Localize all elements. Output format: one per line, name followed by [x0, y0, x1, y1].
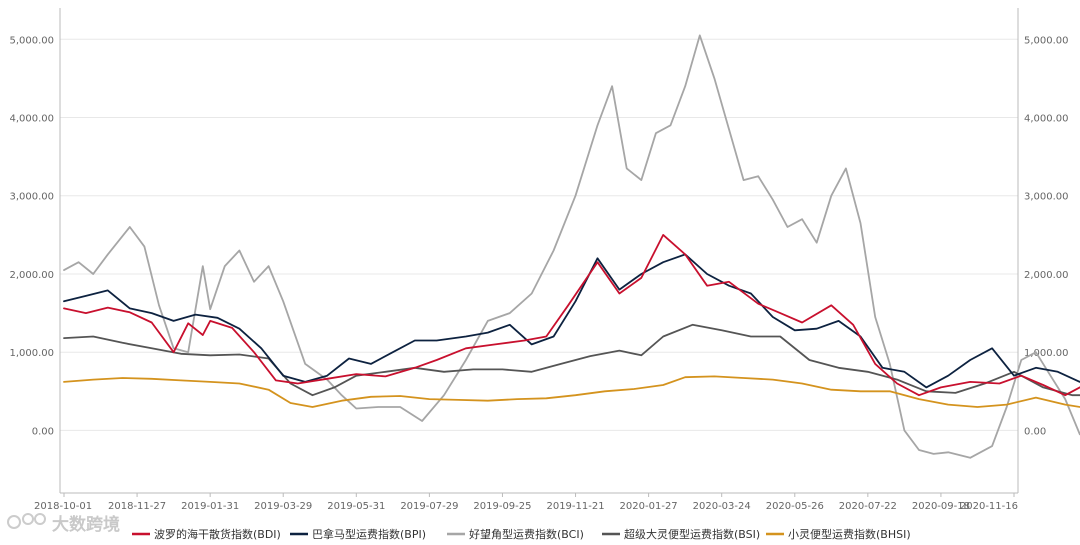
legend-label: 好望角型运费指数(BCI) — [469, 527, 584, 541]
y-tick-label-right: 5,000.00 — [1024, 35, 1069, 46]
legend-label: 波罗的海干散货指数(BDI) — [154, 527, 281, 541]
y-tick-label-right: 4,000.00 — [1024, 114, 1069, 125]
x-tick-label: 2019-01-31 — [181, 501, 239, 512]
x-tick-label: 2020-09-18 — [912, 501, 970, 512]
y-tick-label: 3,000.00 — [9, 192, 54, 203]
series-line-0 — [63, 233, 1080, 397]
y-tick-label-right: 3,000.00 — [1024, 192, 1069, 203]
x-tick-label: 2019-11-21 — [546, 501, 604, 512]
x-tick-label: 2018-10-01 — [34, 501, 92, 512]
x-tick-label: 2020-11-16 — [960, 501, 1018, 512]
watermark-text: 大数跨境 — [52, 514, 120, 535]
watermark: 大数跨境 — [7, 513, 120, 535]
y-tick-label-right: 2,000.00 — [1024, 270, 1069, 281]
legend: 波罗的海干散货指数(BDI) 巴拿马型运费指数(BPI) 好望角型运费指数(BCI)… — [132, 527, 911, 541]
y-tick-label: 2,000.00 — [9, 270, 54, 281]
x-tick-label: 2018-11-27 — [108, 501, 166, 512]
x-tick-label: 2020-03-24 — [693, 501, 751, 512]
y-axis-left-ticks: 0.00 1,000.00 2,000.00 3,000.00 4,000.00 5,00… — [9, 35, 54, 437]
x-tick-label: 2019-05-31 — [327, 501, 385, 512]
legend-label: 小灵便型运费指数(BHSI) — [788, 527, 911, 541]
x-tick-label: 2019-07-29 — [400, 501, 458, 512]
series-lines — [63, 34, 1080, 459]
series-line-2 — [63, 34, 1080, 459]
x-tick-label: 2020-07-22 — [839, 501, 897, 512]
y-axis-right-ticks: 0.00 1,000.00 2,000.00 3,000.00 4,000.00 5,00… — [1024, 35, 1069, 437]
y-tick-label-right: 0.00 — [1024, 426, 1046, 437]
x-tick-label: 2020-05-26 — [766, 501, 824, 512]
y-tick-label: 0.00 — [32, 426, 54, 437]
y-tick-label: 1,000.00 — [9, 348, 54, 359]
grid-lines — [60, 38, 1018, 431]
x-tick-label: 2019-03-29 — [254, 501, 312, 512]
legend-label: 超级大灵便型运费指数(BSI) — [624, 527, 760, 541]
legend-label: 巴拿马型运费指数(BPI) — [312, 527, 426, 541]
watermark-logo-icon — [7, 513, 46, 529]
series-line-4 — [63, 375, 1080, 408]
x-tick-label: 2020-01-27 — [620, 501, 678, 512]
series-line-3 — [63, 323, 1080, 397]
x-axis-ticks: 2018-10-01 2018-11-27 2019-01-31 2019-03-29… — [34, 493, 1018, 512]
y-tick-label: 5,000.00 — [9, 35, 54, 46]
y-tick-label: 4,000.00 — [9, 114, 54, 125]
y-tick-label-right: 1,000.00 — [1024, 348, 1069, 359]
x-tick-label: 2019-09-25 — [473, 501, 531, 512]
